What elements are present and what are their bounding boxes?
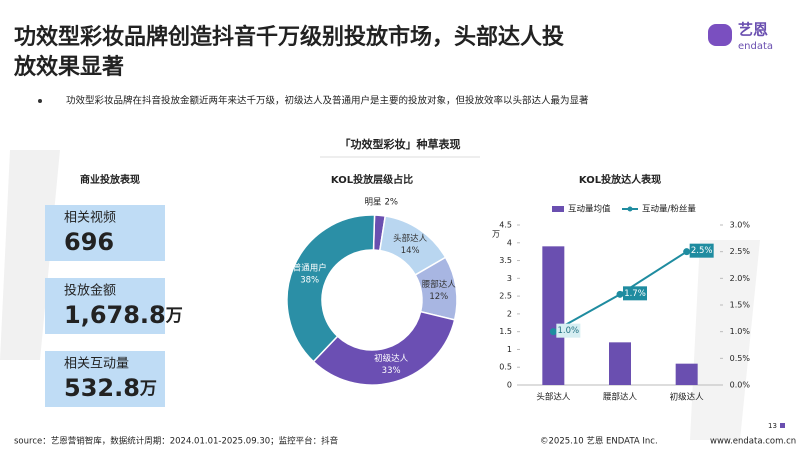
y2-tick-label: 1.5% [730, 301, 751, 310]
bar [675, 363, 698, 385]
stat-number: 532.8 [64, 374, 140, 402]
stat-box [45, 278, 165, 334]
x-tick-label: 腰部达人 [603, 392, 638, 403]
chart-title: KOL投放达人表现 [579, 173, 661, 186]
chart-title: KOL投放层级占比 [331, 173, 413, 186]
logo-sub: endata [738, 41, 773, 52]
y2-tick-label: 2.5% [730, 247, 751, 256]
value-label-box [623, 286, 647, 301]
bullet-dot [38, 99, 42, 103]
y-tick-label: 0.5 [499, 363, 512, 372]
footer-copyright: ©2025.10 艺恩 ENDATA Inc. [540, 437, 658, 447]
y2-tick-label: 3.0% [730, 221, 751, 230]
decoration [690, 240, 760, 440]
y-tick-label: 2 [507, 309, 512, 318]
stat-number: 1,678.8 [64, 301, 166, 329]
y2-tick-label: 0.5% [730, 354, 751, 363]
y-tick-label: 4.5 [499, 221, 512, 230]
slice-value: 38% [300, 276, 319, 286]
stat-value: 696 [64, 228, 114, 256]
slice-name: 普通用户 [293, 263, 327, 274]
y-tick-label: 3.5 [499, 256, 512, 265]
stat-label: 相关视频 [64, 211, 116, 226]
bullet-text: 功效型彩妆品牌在抖音投放金额近两年来达千万级，初级达人及普通用户是主要的投放对象… [66, 95, 589, 107]
footer-url: www.endata.com.cn [710, 437, 796, 447]
x-tick-label: 初级达人 [670, 392, 705, 403]
stat-unit: 万 [139, 379, 157, 399]
y-tick-label: 2.5 [499, 292, 512, 301]
stat-label: 相关互动量 [64, 357, 129, 372]
title: 功效型彩妆品牌创造抖音千万级别投放市场，头部达人投 [14, 24, 564, 50]
line-point [616, 290, 624, 298]
legend-swatch [627, 206, 633, 212]
line-point [683, 248, 691, 256]
stat-value: 532.8万 [64, 374, 157, 402]
stats-title: 商业投放表现 [80, 173, 140, 186]
y-tick-label: 4 [507, 238, 512, 247]
stat-number: 696 [64, 228, 114, 256]
value-label: 2.5% [691, 246, 713, 256]
stat-unit: 万 [165, 306, 183, 326]
y-tick-label: 1 [507, 345, 512, 354]
value-label-box [689, 243, 714, 258]
y-tick-label: 1.5 [499, 327, 512, 336]
bar [609, 342, 631, 385]
legend-label: 互动量/粉丝量 [642, 204, 696, 215]
value-label: 1.7% [624, 289, 646, 299]
page-number: 13 [768, 422, 777, 430]
slice-value: 14% [401, 246, 420, 256]
stat-box [45, 205, 165, 261]
donut-slice [312, 310, 456, 386]
title: 放效果显著 [13, 54, 124, 80]
logo-icon [708, 24, 732, 46]
x-tick-label: 头部达人 [536, 392, 571, 403]
footer-source: source：艺恩营销智库，数据统计周期：2024.01.01-2025.09.… [14, 436, 339, 447]
slice-label: 明星 2% [364, 197, 398, 207]
bar [542, 246, 565, 385]
y-unit: 万 [492, 230, 500, 239]
page-mark [780, 423, 785, 428]
y2-tick-label: 1.0% [730, 327, 751, 336]
stat-box [45, 351, 165, 407]
donut-slice [286, 214, 376, 363]
logo: 艺恩 [738, 21, 768, 39]
y-tick-label: 0 [507, 381, 512, 390]
section-title: 「功效型彩妆」种草表现 [340, 137, 461, 151]
stat-label: 投放金额 [64, 283, 116, 299]
line-point [549, 328, 557, 336]
slice-value: 2% [384, 197, 398, 207]
slice-name: 初级达人 [374, 353, 409, 364]
value-label: 1.0% [558, 326, 580, 336]
stat-value: 1,678.8万 [64, 301, 183, 329]
slice-name: 明星 [364, 197, 381, 207]
y2-tick-label: 0.0% [730, 381, 751, 390]
value-label-box [556, 323, 581, 338]
legend-label: 互动量均值 [568, 204, 611, 215]
slice-value: 33% [382, 366, 401, 376]
slice-name: 腰部达人 [422, 279, 457, 290]
y-tick-label: 3 [507, 274, 512, 283]
legend-swatch [552, 206, 564, 212]
slice-name: 头部达人 [393, 233, 428, 244]
slice-value: 12% [429, 292, 448, 302]
y2-tick-label: 2.0% [730, 274, 751, 283]
